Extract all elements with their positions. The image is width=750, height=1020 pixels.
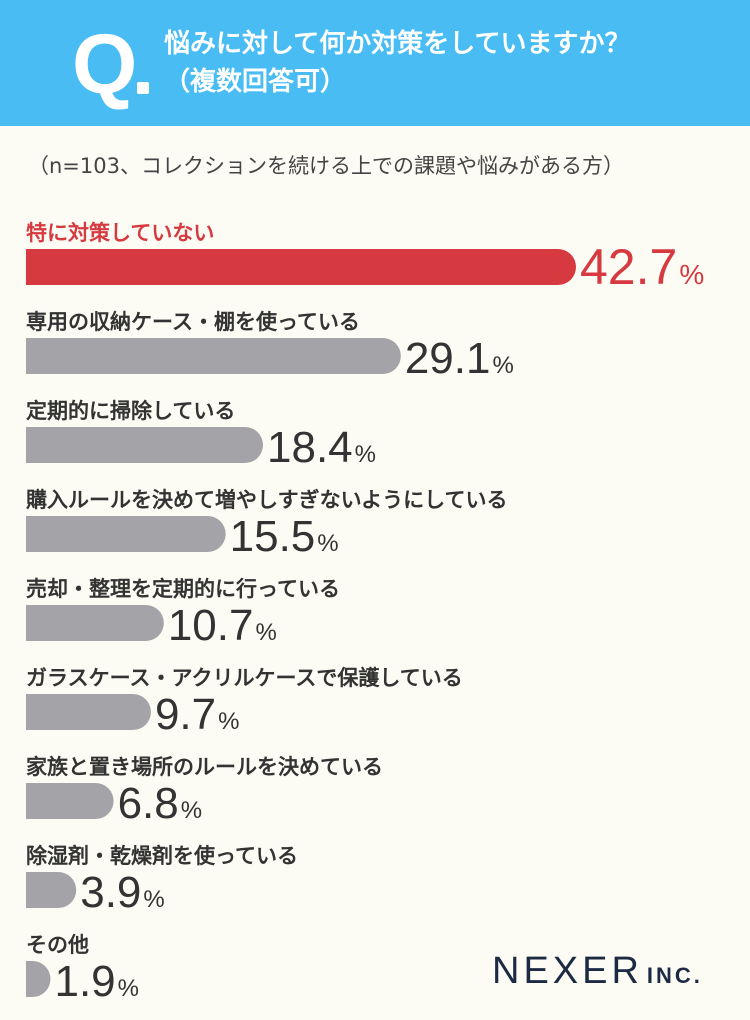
value-label: 29.1% [405, 334, 514, 383]
bar [26, 249, 576, 285]
value-label: 6.8% [118, 779, 203, 828]
value-number: 1.9 [54, 957, 115, 1006]
bar [26, 427, 264, 463]
value-number: 42.7 [580, 239, 677, 295]
value-unit: % [317, 530, 338, 557]
logo-sub-text: INC. [646, 963, 703, 988]
question-note: （複数回答可） [164, 67, 347, 97]
category-label: その他 [26, 933, 89, 957]
q-mark: Q [72, 17, 138, 111]
value-number: 18.4 [267, 423, 353, 472]
category-label: 家族と置き場所のルールを決めている [26, 755, 383, 779]
bar [26, 872, 77, 908]
value-label: 18.4% [267, 423, 376, 472]
value-label: 42.7% [580, 239, 704, 295]
category-label: 専用の収納ケース・棚を使っている [26, 310, 360, 334]
value-unit: % [492, 352, 513, 379]
bar [26, 338, 401, 374]
value-unit: % [143, 886, 164, 913]
value-unit: % [679, 259, 704, 290]
bar [26, 783, 114, 819]
category-label: 除湿剤・乾燥剤を使っている [26, 844, 298, 868]
value-label: 9.7% [155, 690, 240, 739]
category-label: 売却・整理を定期的に行っている [26, 577, 340, 601]
value-unit: % [218, 708, 239, 735]
value-unit: % [355, 441, 376, 468]
category-label: 特に対策していない [26, 221, 214, 245]
logo-main-text: NEXER [492, 950, 643, 992]
value-number: 10.7 [168, 601, 254, 650]
question-header: Q 悩みに対して何か対策をしていますか？ （複数回答可） [0, 0, 750, 126]
nexer-logo: NEXER INC. [492, 950, 703, 993]
sample-note: （n=103、コレクションを続ける上での課題や悩みがある方） [28, 154, 624, 178]
value-number: 29.1 [405, 334, 491, 383]
value-label: 3.9% [80, 868, 165, 917]
value-label: 1.9% [54, 957, 139, 1006]
value-number: 6.8 [118, 779, 179, 828]
value-label: 10.7% [168, 601, 277, 650]
category-label: 定期的に掃除している [26, 399, 235, 423]
bar [26, 694, 151, 730]
category-label: ガラスケース・アクリルケースで保護している [26, 666, 463, 690]
value-number: 9.7 [155, 690, 216, 739]
value-label: 15.5% [230, 512, 339, 561]
value-number: 3.9 [80, 868, 141, 917]
value-number: 15.5 [230, 512, 316, 561]
value-unit: % [181, 797, 202, 824]
question-text: 悩みに対して何か対策をしていますか？ [164, 29, 631, 59]
category-label: 購入ルールを決めて増やしすぎないようにしている [25, 488, 508, 512]
q-dot [137, 82, 149, 94]
bar [26, 961, 51, 997]
value-unit: % [255, 619, 276, 646]
bar [26, 605, 164, 641]
value-unit: % [118, 975, 139, 1002]
bar [26, 516, 226, 552]
